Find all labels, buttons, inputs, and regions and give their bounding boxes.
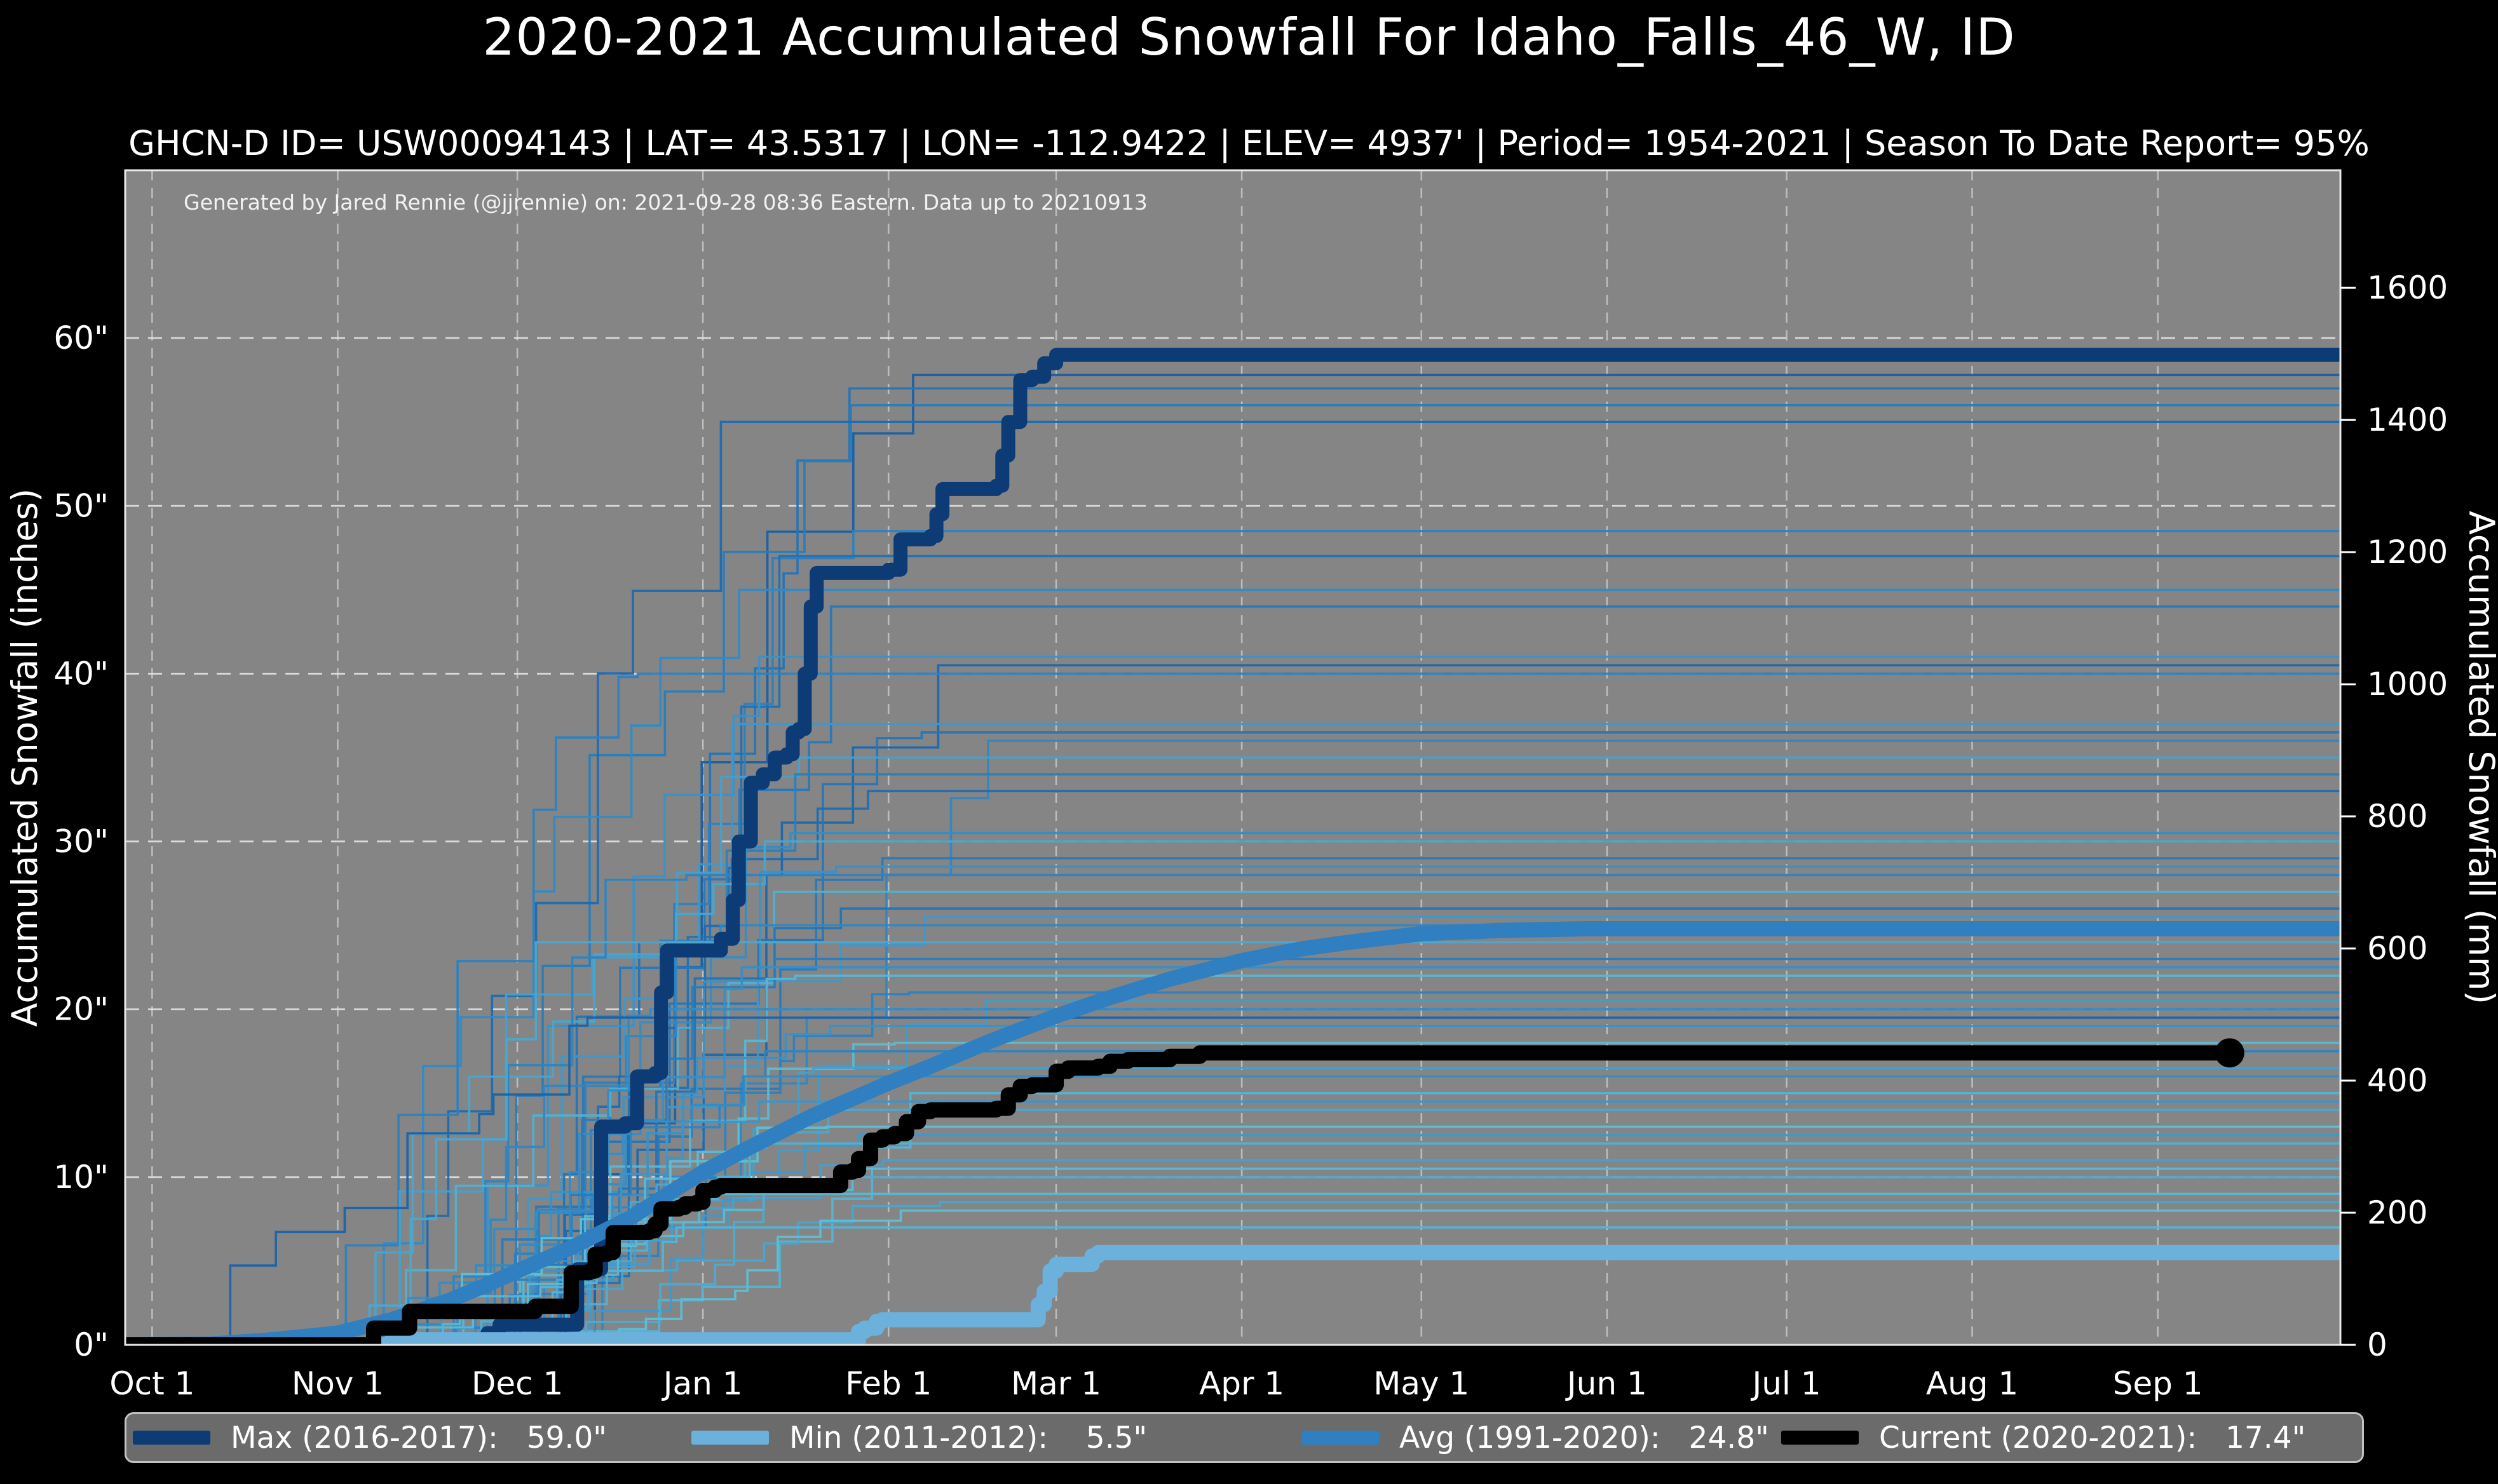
x-tick-label: Feb 1	[845, 1365, 932, 1402]
legend-label-current: Current (2020-2021): 17.4"	[1879, 1420, 2306, 1455]
y-right-tick-label: 200	[2367, 1194, 2427, 1231]
y-right-tick-label: 400	[2367, 1062, 2427, 1099]
y-right-tick-label: 1400	[2367, 401, 2448, 438]
y-right-tick-label: 800	[2367, 798, 2427, 835]
min-series-line	[125, 1245, 2340, 1345]
current-line-swatch	[1781, 1431, 1859, 1445]
watermark-text: Generated by Jared Rennie (@jjrennie) on…	[184, 190, 1148, 215]
season-line	[125, 404, 2340, 1345]
y-left-tick-label: 10"	[53, 1159, 109, 1196]
season-line	[125, 891, 2340, 1345]
y-left-tick-label: 30"	[53, 823, 109, 860]
season-line	[125, 874, 2340, 1345]
y-right-axis-title: Accumulated Snowfall (mm)	[2461, 511, 2498, 1004]
axis-ticks: 0" 10" 20" 30" 40" 50" 60" 0 200 400 600 800 1000 120…	[53, 269, 2448, 1402]
max-line-swatch	[133, 1431, 210, 1445]
x-tick-label: Nov 1	[292, 1365, 384, 1402]
current-series-line	[125, 1045, 2237, 1345]
y-right-tick-label: 1600	[2367, 269, 2448, 306]
legend-item-max: Max (2016-2017): 59.0"	[133, 1414, 607, 1461]
y-left-tick-label: 40"	[53, 655, 109, 692]
x-tick-label: Sep 1	[2113, 1365, 2203, 1402]
legend-box: Max (2016-2017): 59.0" Min (2011-2012): …	[125, 1412, 2364, 1463]
chart-title: 2020-2021 Accumulated Snowfall For Idaho…	[482, 8, 2016, 67]
legend-item-current: Current (2020-2021): 17.4"	[1781, 1414, 2305, 1461]
plot-border	[124, 169, 2342, 1346]
x-tick-label: Jun 1	[1565, 1365, 1647, 1402]
x-tick-label: Jan 1	[662, 1365, 743, 1402]
season-line	[125, 941, 2340, 1345]
season-line	[125, 832, 2340, 1345]
y-left-tick-label: 50"	[53, 487, 109, 524]
season-line	[125, 840, 2340, 1345]
legend-item-avg: Avg (1991-2020): 24.8"	[1301, 1414, 1769, 1461]
avg-series-line	[125, 921, 2340, 1345]
x-tick-label: Dec 1	[472, 1365, 563, 1402]
legend-label-min: Min (2011-2012): 5.5"	[789, 1420, 1148, 1455]
x-tick-label: Oct 1	[109, 1365, 194, 1402]
max-series-line	[125, 347, 2340, 1345]
legend-label-max: Max (2016-2017): 59.0"	[231, 1420, 607, 1455]
season-line	[125, 756, 2340, 1345]
y-left-tick-label: 60"	[53, 320, 109, 356]
y-right-tick-label: 0	[2367, 1326, 2387, 1363]
avg-line-swatch	[1301, 1431, 1379, 1445]
y-left-tick-label: 20"	[53, 991, 109, 1028]
x-tick-label: May 1	[1373, 1365, 1469, 1402]
individual-season-lines	[125, 374, 2340, 1345]
x-tick-label: Aug 1	[1926, 1365, 2018, 1402]
y-left-tick-label: 0"	[74, 1326, 109, 1363]
min-line-swatch	[691, 1431, 769, 1445]
highlight-series	[125, 347, 2340, 1345]
season-line	[125, 672, 2340, 1345]
legend-label-avg: Avg (1991-2020): 24.8"	[1399, 1420, 1769, 1455]
x-tick-label: Mar 1	[1011, 1365, 1101, 1402]
y-right-tick-label: 600	[2367, 930, 2427, 967]
season-line	[125, 387, 2340, 1345]
y-right-tick-label: 1000	[2367, 666, 2448, 703]
x-tick-label: Jul 1	[1750, 1365, 1821, 1402]
station-info-subtitle: GHCN-D ID= USW00094143 | LAT= 43.5317 | …	[128, 123, 2370, 163]
y-left-axis-title: Accumulated Snowfall (inches)	[4, 489, 45, 1027]
season-line	[125, 1209, 2340, 1345]
y-right-tick-label: 1200	[2367, 534, 2448, 570]
x-tick-label: Apr 1	[1199, 1365, 1284, 1402]
current-end-marker	[2215, 1038, 2244, 1068]
season-line	[125, 1075, 2340, 1345]
season-line	[125, 1016, 2340, 1345]
legend-item-min: Min (2011-2012): 5.5"	[691, 1414, 1147, 1461]
